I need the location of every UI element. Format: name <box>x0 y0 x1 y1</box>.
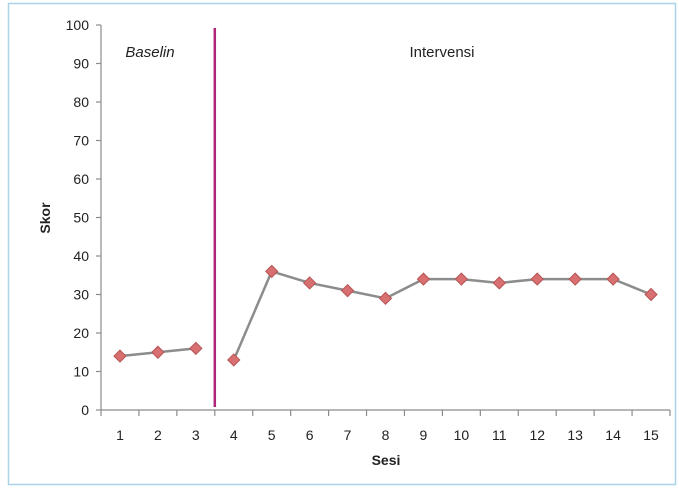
x-tick-label: 3 <box>192 427 200 443</box>
data-point <box>416 272 431 286</box>
phase-label-baseline: Baselin <box>125 44 174 61</box>
data-point <box>264 264 279 279</box>
data-point <box>113 349 127 363</box>
y-tick-label: 40 <box>73 248 89 264</box>
y-tick-label: 100 <box>66 17 90 33</box>
x-tick-label: 7 <box>344 427 352 443</box>
data-point <box>302 276 317 290</box>
data-point <box>227 353 241 367</box>
phase-label-intervention: Intervensi <box>409 44 474 61</box>
x-tick-label: 1 <box>116 427 124 443</box>
chart-border <box>7 2 677 486</box>
y-tick-label: 0 <box>81 402 89 418</box>
y-tick-label: 70 <box>73 133 89 149</box>
y-tick-label: 60 <box>73 171 89 187</box>
y-tick-labels: 0 10 20 30 40 50 60 70 80 90 100 <box>66 17 90 418</box>
x-tick-label: 4 <box>230 427 238 443</box>
data-point <box>644 287 658 302</box>
data-point <box>151 345 165 359</box>
x-tick-labels: 1 2 3 4 5 6 7 8 9 10 11 12 13 14 15 <box>116 427 659 443</box>
x-tick-label: 2 <box>154 427 162 443</box>
y-tick-label: 30 <box>73 287 89 303</box>
x-tick-label: 9 <box>420 427 428 443</box>
x-tick-label: 15 <box>643 427 659 443</box>
data-point <box>606 272 620 286</box>
x-tick-label: 10 <box>454 427 470 443</box>
data-point <box>492 276 507 290</box>
y-tick-label: 80 <box>73 94 89 110</box>
data-point <box>189 341 203 356</box>
x-tick-label: 5 <box>268 427 276 443</box>
x-tick-label: 6 <box>306 427 314 443</box>
series <box>113 264 658 367</box>
y-tick-label: 50 <box>73 210 89 226</box>
y-tick-label: 20 <box>73 325 89 341</box>
axes <box>96 24 671 416</box>
x-tick-label: 12 <box>529 427 545 443</box>
data-point <box>378 291 393 306</box>
x-tick-label: 8 <box>382 427 390 443</box>
x-tick-label: 14 <box>605 427 621 443</box>
x-tick-label: 11 <box>492 427 507 443</box>
data-point <box>568 272 582 286</box>
y-tick-label: 90 <box>73 56 89 72</box>
data-point <box>530 272 544 286</box>
data-point <box>454 272 469 286</box>
y-tick-label: 10 <box>73 364 89 380</box>
x-axis-label: Sesi <box>372 452 401 468</box>
x-tick-label: 13 <box>567 427 583 443</box>
data-point <box>340 283 355 298</box>
y-axis-label: Skor <box>37 202 53 234</box>
